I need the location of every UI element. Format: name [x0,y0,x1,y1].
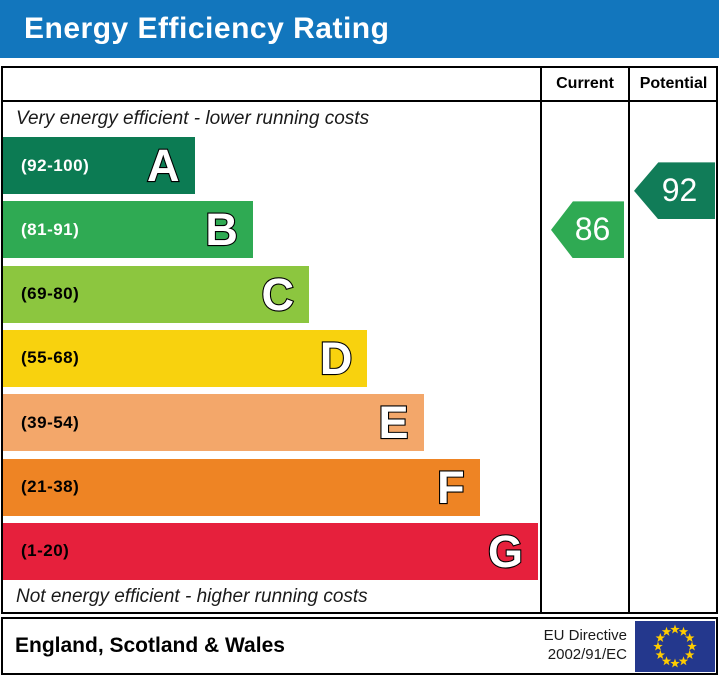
band-range-label: (92-100) [21,155,90,175]
band-letter: A [146,140,181,191]
eu-directive-label: EU Directive 2002/91/EC [544,627,635,665]
eu-directive-line2: 2002/91/EC [547,646,627,663]
eu-directive-line1: EU Directive [543,627,627,645]
band-range-label: (81-91) [21,219,80,239]
footer-bar: England, Scotland & Wales EU Directive 2… [1,617,718,675]
band-bar-d: (55-68) D [3,329,368,387]
band-bar-b: (81-91) B [3,201,253,259]
header-divider-line [3,100,716,102]
band-letter: E [377,397,409,449]
rating-bands: (92-100) A (81-91) B (69-80) C (55-68) [3,137,538,587]
page-title: Energy Efficiency Rating [24,12,390,45]
band-range-label: (69-80) [21,284,80,304]
current-rating-value: 86 [574,211,611,248]
rating-table: Current Potential Very energy efficient … [1,66,718,614]
potential-rating-value: 92 [661,172,698,209]
band-bar-c: (69-80) C [3,265,310,323]
band-letter: B [204,204,239,256]
bottom-note: Not energy efficient - higher running co… [16,586,368,607]
current-rating-arrow: 86 [551,201,624,259]
band-range-label: (55-68) [21,348,80,368]
eu-flag-icon [635,620,715,672]
band-letter: C [260,268,295,320]
current-column-divider [540,68,542,612]
band-row-b: (81-91) B [3,201,538,259]
band-row-a: (92-100) A [3,137,538,194]
band-letter: G [487,525,524,577]
potential-rating-arrow: 92 [634,162,715,220]
band-range-label: (21-38) [21,477,80,497]
band-row-d: (55-68) D [3,329,538,387]
band-row-f: (21-38) F [3,458,538,516]
band-letter: F [436,461,466,513]
band-bar-g: (1-20) G [3,522,538,580]
band-row-e: (39-54) E [3,394,538,452]
current-column-header: Current [556,75,614,92]
footer-region-label: England, Scotland & Wales [15,634,285,657]
band-letter: D [319,332,354,384]
top-note: Very energy efficient - lower running co… [16,108,370,129]
band-row-c: (69-80) C [3,265,538,323]
potential-column-header: Potential [639,75,708,92]
band-bar-f: (21-38) F [3,458,480,516]
band-bar-e: (39-54) E [3,394,424,452]
band-bar-a: (92-100) A [3,137,195,194]
title-bar: Energy Efficiency Rating [0,0,719,58]
potential-column-divider [628,68,630,612]
band-range-label: (1-20) [21,541,70,561]
band-row-g: (1-20) G [3,522,538,580]
band-range-label: (39-54) [21,412,80,432]
